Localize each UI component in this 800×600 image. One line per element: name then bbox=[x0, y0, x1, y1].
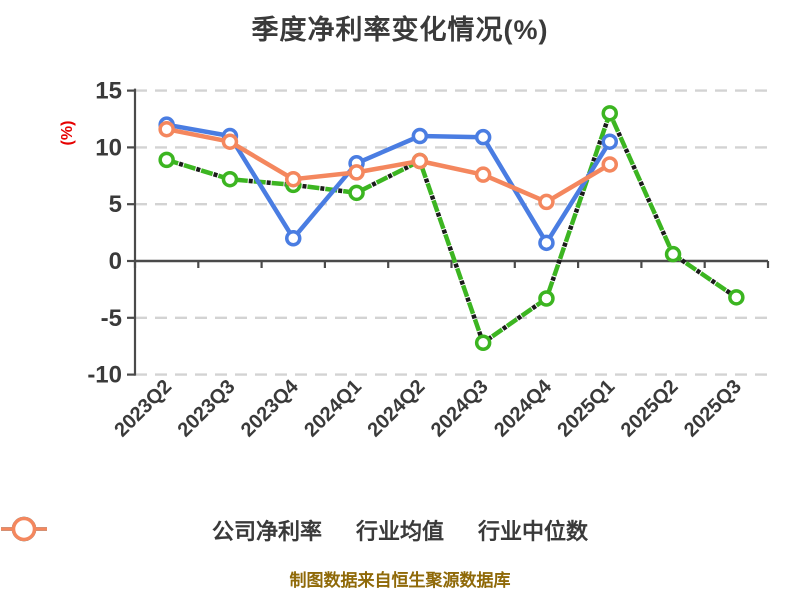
x-tick-label: 2023Q3 bbox=[174, 376, 240, 442]
data-point-marker bbox=[664, 245, 682, 263]
data-point-marker bbox=[348, 164, 365, 181]
data-point-marker bbox=[158, 151, 175, 169]
data-point-marker bbox=[728, 289, 745, 306]
y-tick-label: 5 bbox=[109, 191, 122, 218]
data-point-marker bbox=[411, 127, 429, 145]
data-point-marker bbox=[601, 133, 618, 150]
data-point-marker bbox=[474, 128, 492, 146]
series-line bbox=[166, 126, 611, 205]
data-source-note: 制图数据来自恒生聚源数据库 bbox=[289, 571, 511, 590]
data-point-marker bbox=[158, 120, 175, 138]
legend-item: 行业均值 bbox=[1, 514, 444, 546]
x-tick-label: 2024Q1 bbox=[300, 376, 366, 442]
legend-label: 行业均值 bbox=[355, 519, 444, 544]
x-tick-label: 2024Q4 bbox=[490, 375, 557, 442]
x-tick-label: 2025Q1 bbox=[553, 376, 619, 442]
data-point-marker bbox=[538, 290, 555, 307]
chart-legend: 公司净利率 行业均值 行业中位数 bbox=[0, 514, 800, 546]
legend-item: 行业中位数 bbox=[1, 514, 589, 546]
data-point-marker bbox=[285, 230, 302, 247]
y-axis-label: (%) bbox=[59, 121, 76, 146]
chart-title: 季度净利率变化情况(%) bbox=[251, 15, 549, 45]
legend-label: 行业中位数 bbox=[478, 519, 589, 544]
data-point-marker bbox=[411, 152, 429, 170]
data-point-marker bbox=[285, 170, 302, 188]
series-line-shadow bbox=[166, 107, 738, 347]
data-point-marker bbox=[474, 166, 492, 183]
y-tick-label: -5 bbox=[101, 305, 122, 332]
x-tick-label: 2025Q3 bbox=[680, 376, 746, 442]
legend-item: 公司净利率 bbox=[1, 514, 322, 546]
data-point-marker bbox=[348, 184, 365, 202]
y-tick-label: 10 bbox=[95, 134, 122, 161]
x-tick-label: 2023Q4 bbox=[237, 375, 304, 442]
x-tick-label: 2024Q2 bbox=[364, 376, 430, 442]
data-point-marker bbox=[601, 156, 618, 173]
x-tick-label: 2024Q3 bbox=[427, 376, 493, 442]
data-point-marker bbox=[221, 133, 239, 150]
legend-marker-icon bbox=[1, 516, 47, 542]
series-line bbox=[166, 107, 738, 347]
series-line bbox=[166, 122, 612, 246]
data-point-marker bbox=[474, 334, 492, 352]
data-point-marker bbox=[538, 193, 555, 211]
legend-label: 公司净利率 bbox=[211, 519, 322, 544]
data-point-marker bbox=[601, 105, 618, 122]
y-tick-label: -10 bbox=[87, 362, 122, 389]
data-point-marker bbox=[538, 234, 555, 252]
y-tick-label: 0 bbox=[109, 248, 122, 275]
y-tick-label: 15 bbox=[95, 78, 122, 105]
data-point-marker bbox=[221, 170, 239, 188]
x-tick-label: 2025Q2 bbox=[617, 376, 683, 442]
